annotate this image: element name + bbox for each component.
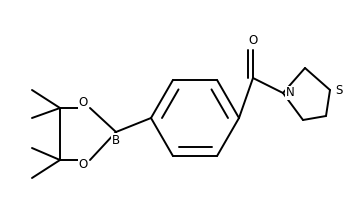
Text: O: O <box>78 97 88 110</box>
Text: O: O <box>78 158 88 172</box>
Text: B: B <box>112 134 120 147</box>
Text: O: O <box>249 34 258 47</box>
Text: N: N <box>286 87 294 99</box>
Text: S: S <box>335 84 343 97</box>
